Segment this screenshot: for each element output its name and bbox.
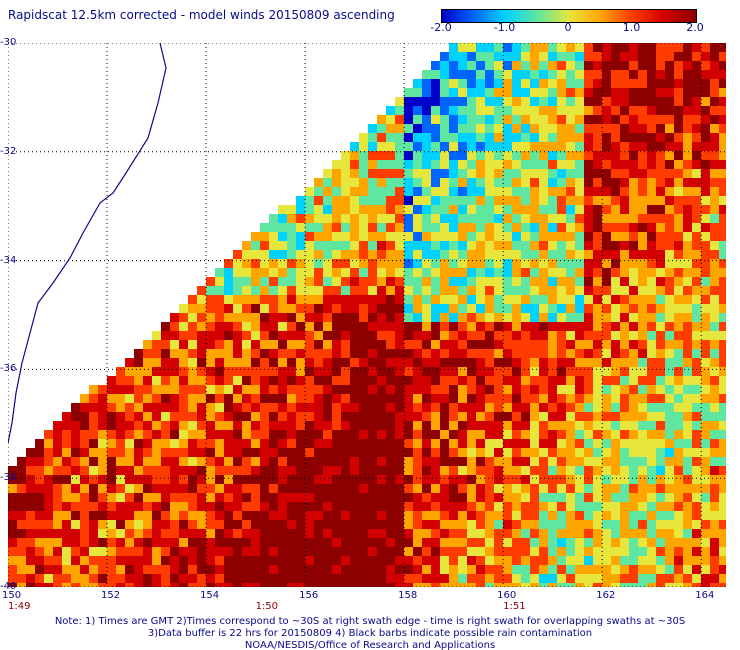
longitude-label: 156 <box>299 590 319 601</box>
colorbar-tick-label: 0 <box>564 21 572 34</box>
longitude-label: 158 <box>398 590 418 601</box>
note-line-3: NOAA/NESDIS/Office of Research and Appli… <box>244 640 496 650</box>
colorbar <box>441 9 697 23</box>
latitude-label: -40 <box>0 581 17 592</box>
wind-cells <box>8 43 726 587</box>
colorbar-tick-label: -1.0 <box>493 21 516 34</box>
latitude-label: -36 <box>0 363 17 375</box>
figure-title: Rapidscat 12.5km corrected - model winds… <box>8 8 395 22</box>
longitude-label: 154 <box>200 590 220 601</box>
latitude-label: -38 <box>0 472 17 484</box>
colorbar-tick-label: -2.0 <box>430 21 452 34</box>
coastline <box>8 43 167 444</box>
longitude-label: 150 <box>2 590 22 601</box>
latitude-label: -34 <box>0 254 17 266</box>
figure-notes: Note: 1) Times are GMT 2)Times correspon… <box>0 616 740 650</box>
swath-time-label: 1:50 <box>255 601 279 612</box>
longitude-label: 160 <box>497 590 517 601</box>
longitude-label: 164 <box>695 590 715 601</box>
colorbar-tick-label: 2.0 <box>686 21 704 34</box>
latitude-label: -30 <box>0 37 17 48</box>
longitude-label: 152 <box>101 590 121 601</box>
colorbar-tick-label: 1.0 <box>622 21 641 34</box>
note-line-2: 3)Data buffer is 22 hrs for 20150809 4) … <box>147 628 593 639</box>
note-line-1: Note: 1) Times are GMT 2)Times correspon… <box>54 616 686 627</box>
latitude-label: -32 <box>0 145 17 157</box>
wind-difference-map <box>8 43 726 587</box>
longitude-label: 162 <box>596 590 616 601</box>
swath-time-label: 1:49 <box>8 601 31 612</box>
swath-time-label: 1:51 <box>503 601 526 612</box>
